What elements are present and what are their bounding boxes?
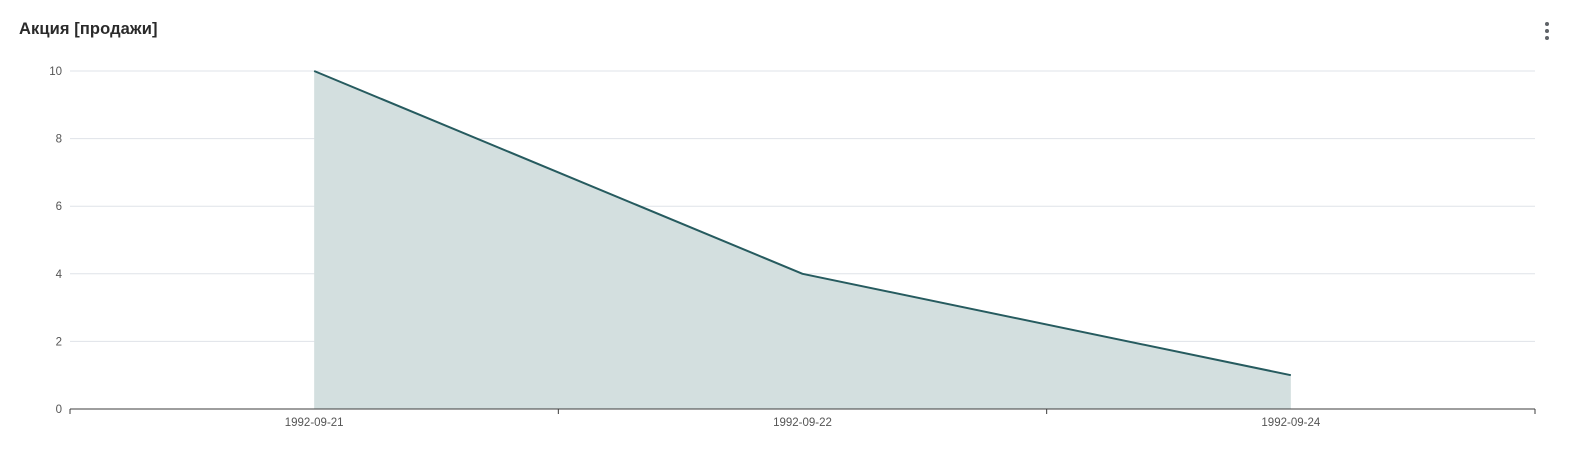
data-point[interactable] <box>310 67 318 75</box>
x-tick-label: 1992-09-22 <box>773 417 832 429</box>
more-options-button[interactable] <box>1536 18 1558 44</box>
tick-labels: 0 2 4 6 8 10 1992-09-21 1992-09-22 1992-09-24 <box>49 66 1321 429</box>
y-tick-label: 10 <box>49 66 62 78</box>
y-tick-label: 8 <box>56 134 62 146</box>
x-tick-label: 1992-09-21 <box>285 417 344 429</box>
chart-title: Акция [продажи] <box>19 20 158 38</box>
data-point[interactable] <box>799 270 807 278</box>
y-tick-label: 4 <box>56 269 63 281</box>
area-layer <box>310 67 1295 409</box>
more-vert-icon-dot <box>1545 36 1549 40</box>
y-tick-label: 6 <box>56 201 62 213</box>
more-vert-icon-dot <box>1545 29 1549 33</box>
series-area <box>314 71 1291 409</box>
y-tick-label: 2 <box>56 336 62 348</box>
series-line <box>313 70 1292 377</box>
y-tick-label: 0 <box>56 404 62 416</box>
data-point[interactable] <box>1287 371 1295 379</box>
more-vert-icon <box>1545 22 1549 26</box>
x-tick-label: 1992-09-24 <box>1261 417 1320 429</box>
axes <box>69 408 1536 414</box>
